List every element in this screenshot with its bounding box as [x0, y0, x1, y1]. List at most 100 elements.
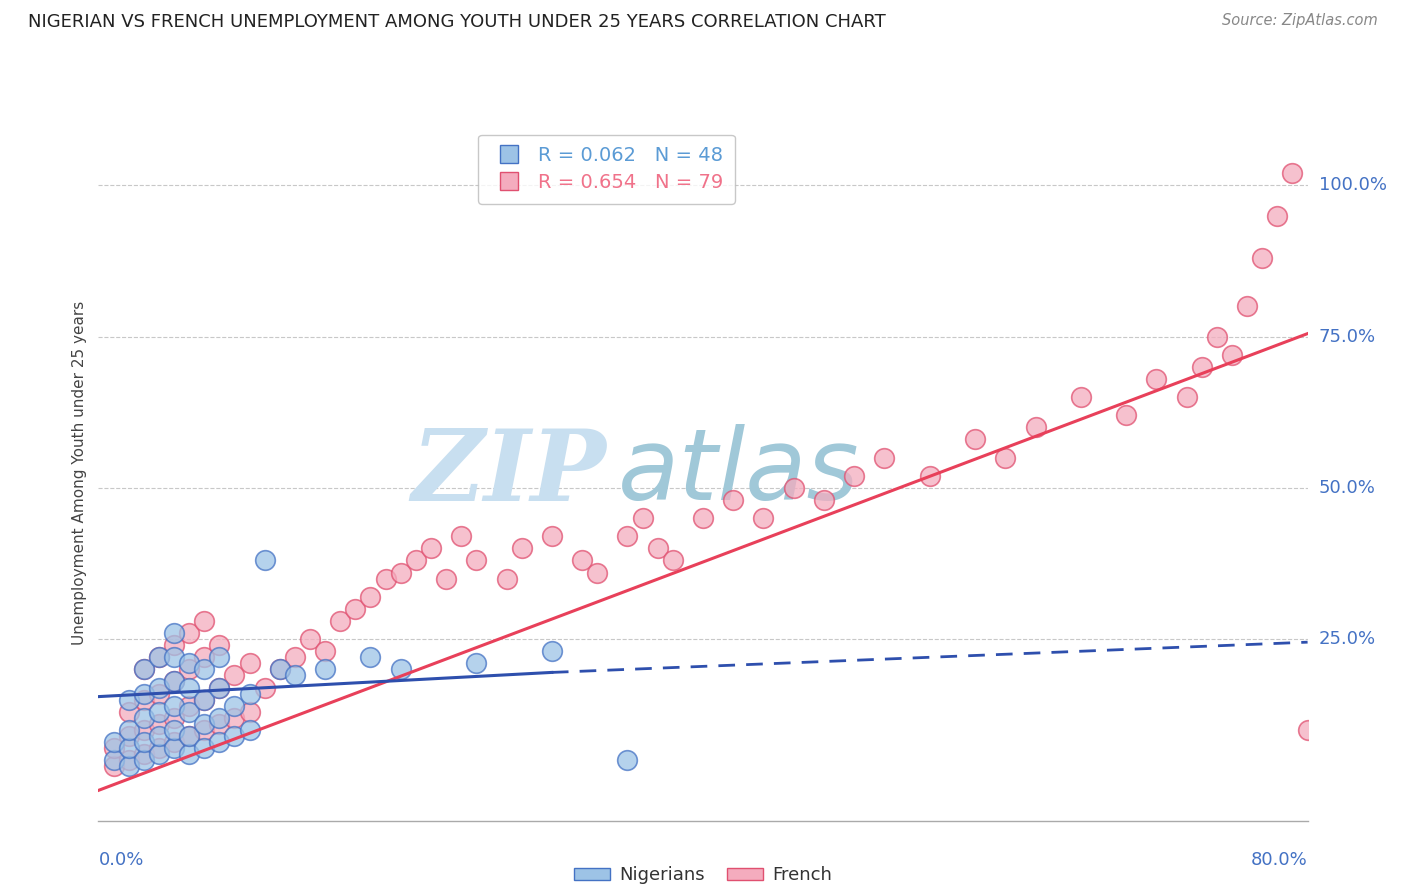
Point: [148, 716, 170, 731]
Point: [314, 644, 336, 658]
Point: [208, 650, 231, 665]
Text: Source: ZipAtlas.com: Source: ZipAtlas.com: [1222, 13, 1378, 29]
Text: 75.0%: 75.0%: [1319, 327, 1376, 345]
Point: [163, 674, 186, 689]
Point: [118, 723, 141, 737]
Point: [103, 759, 125, 773]
Point: [1070, 390, 1092, 404]
Point: [465, 553, 488, 567]
Point: [103, 735, 125, 749]
Point: [208, 716, 231, 731]
Point: [389, 566, 412, 580]
Point: [721, 493, 744, 508]
Point: [118, 729, 141, 743]
Point: [148, 741, 170, 756]
Point: [208, 711, 231, 725]
Point: [177, 626, 201, 640]
Point: [148, 650, 170, 665]
Point: [132, 723, 155, 737]
Point: [148, 729, 170, 743]
Point: [193, 614, 215, 628]
Point: [540, 529, 562, 543]
Point: [163, 698, 186, 713]
Point: [132, 692, 155, 706]
Point: [163, 650, 186, 665]
Point: [1024, 420, 1046, 434]
Point: [193, 692, 215, 706]
Point: [450, 529, 472, 543]
Point: [419, 541, 441, 556]
Point: [177, 747, 201, 761]
Point: [465, 657, 488, 671]
Point: [661, 553, 683, 567]
Point: [177, 729, 201, 743]
Point: [782, 481, 804, 495]
Point: [163, 741, 186, 756]
Point: [193, 662, 215, 676]
Text: 100.0%: 100.0%: [1319, 177, 1386, 194]
Point: [163, 638, 186, 652]
Legend: Nigerians, French: Nigerians, French: [567, 859, 839, 892]
Point: [269, 662, 291, 676]
Point: [752, 511, 775, 525]
Point: [132, 753, 155, 767]
Point: [344, 602, 367, 616]
Point: [647, 541, 669, 556]
Point: [163, 735, 186, 749]
Point: [389, 662, 412, 676]
Point: [360, 590, 382, 604]
Point: [873, 450, 896, 465]
Point: [540, 644, 562, 658]
Point: [360, 650, 382, 665]
Point: [631, 511, 654, 525]
Point: [103, 741, 125, 756]
Point: [208, 638, 231, 652]
Point: [329, 614, 352, 628]
Point: [193, 741, 215, 756]
Point: [177, 705, 201, 719]
Point: [148, 681, 170, 695]
Point: [208, 681, 231, 695]
Point: [284, 650, 307, 665]
Text: NIGERIAN VS FRENCH UNEMPLOYMENT AMONG YOUTH UNDER 25 YEARS CORRELATION CHART: NIGERIAN VS FRENCH UNEMPLOYMENT AMONG YO…: [28, 13, 886, 31]
Point: [965, 433, 987, 447]
Text: 25.0%: 25.0%: [1319, 630, 1376, 648]
Point: [1115, 409, 1137, 423]
Point: [284, 668, 307, 682]
Point: [586, 566, 609, 580]
Point: [132, 662, 155, 676]
Point: [269, 662, 291, 676]
Point: [118, 692, 141, 706]
Point: [208, 681, 231, 695]
Text: ZIP: ZIP: [412, 425, 606, 521]
Point: [177, 698, 201, 713]
Point: [510, 541, 533, 556]
Point: [239, 657, 262, 671]
Point: [132, 662, 155, 676]
Point: [616, 529, 638, 543]
Point: [132, 687, 155, 701]
Point: [374, 572, 396, 586]
Point: [844, 468, 866, 483]
Point: [208, 735, 231, 749]
Point: [994, 450, 1017, 465]
Point: [118, 705, 141, 719]
Point: [918, 468, 941, 483]
Point: [692, 511, 714, 525]
Point: [132, 711, 155, 725]
Point: [495, 572, 517, 586]
Point: [148, 650, 170, 665]
Point: [1296, 723, 1319, 737]
Point: [299, 632, 322, 647]
Point: [1251, 251, 1274, 265]
Text: 50.0%: 50.0%: [1319, 479, 1375, 497]
Point: [163, 711, 186, 725]
Point: [177, 681, 201, 695]
Point: [118, 741, 141, 756]
Point: [1191, 359, 1213, 374]
Point: [1265, 209, 1288, 223]
Point: [616, 753, 638, 767]
Point: [405, 553, 427, 567]
Point: [193, 716, 215, 731]
Point: [253, 553, 276, 567]
